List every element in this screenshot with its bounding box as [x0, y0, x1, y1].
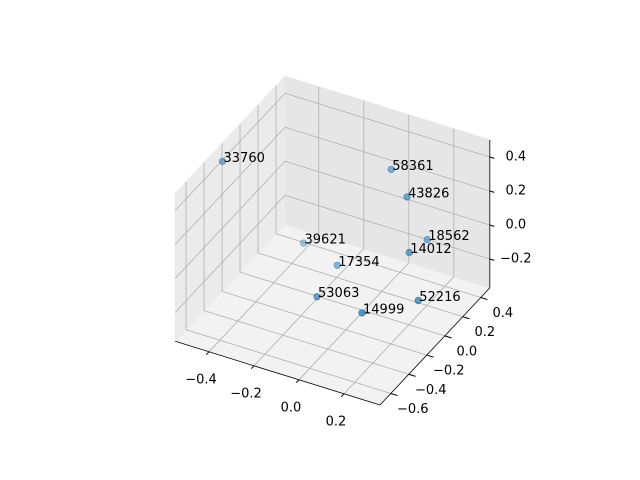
point-label: 17354	[338, 255, 379, 270]
grid-line	[284, 92, 490, 158]
grid-line	[298, 262, 410, 381]
point-label: 58361	[392, 159, 433, 174]
grid-line	[174, 161, 286, 279]
tick-mark	[340, 393, 345, 398]
tick-mark	[462, 316, 470, 320]
tick-mark	[250, 365, 255, 370]
tick-label: −0.2	[230, 386, 262, 401]
tick-mark	[489, 258, 495, 261]
tick-mark	[480, 297, 488, 301]
point-label: 39621	[305, 233, 346, 248]
grid-line	[239, 271, 445, 337]
grid-line	[208, 234, 320, 353]
tick-label: 0.2	[326, 414, 347, 429]
point	[387, 165, 395, 174]
grid-line	[275, 233, 481, 298]
point	[403, 193, 411, 201]
point-label: 14999	[363, 302, 404, 317]
tick-label: 0.0	[281, 400, 302, 415]
grid-line	[174, 93, 286, 211]
point-label: 14012	[410, 242, 451, 257]
grid-line	[257, 252, 463, 318]
tick-label: −0.4	[185, 372, 217, 387]
point	[405, 248, 413, 257]
tick-mark	[205, 351, 210, 356]
tick-mark	[426, 354, 434, 358]
tick-label: −0.4	[415, 383, 447, 398]
axis-line	[379, 287, 491, 406]
point	[414, 296, 422, 305]
point	[423, 235, 431, 244]
point-label: 18562	[428, 229, 469, 244]
point-label: 53063	[318, 286, 359, 301]
tick-mark	[489, 224, 495, 227]
tick-mark	[444, 335, 452, 339]
tick-label: 0.4	[492, 306, 513, 321]
tick-label: 0.2	[474, 325, 495, 340]
tick-label: 0.2	[505, 183, 526, 198]
tick-label: −0.2	[500, 251, 532, 266]
tick-label: 0.0	[456, 344, 477, 359]
tick-mark	[489, 156, 495, 159]
grid-line	[185, 329, 391, 394]
point-label: 33760	[224, 151, 265, 166]
tick-mark	[408, 373, 416, 377]
tick-label: −0.6	[397, 402, 429, 417]
point	[333, 261, 341, 269]
tick-mark	[295, 379, 300, 384]
grid-line	[174, 195, 286, 313]
tick-mark	[390, 393, 398, 397]
grid-line	[174, 127, 286, 245]
tick-label: −0.2	[433, 364, 465, 379]
tick-mark	[489, 190, 495, 193]
point	[299, 239, 308, 247]
point	[313, 293, 321, 301]
grid-line	[284, 194, 490, 260]
tick-label: 0.4	[505, 149, 526, 164]
grid-line	[284, 126, 490, 192]
grid-line	[284, 160, 490, 226]
grid-line	[203, 310, 409, 375]
grid-line	[253, 248, 365, 367]
grid-line	[343, 276, 455, 395]
point-label: 43826	[408, 186, 449, 201]
point	[358, 309, 366, 317]
grid-line	[221, 290, 427, 356]
point-label: 52216	[419, 290, 460, 305]
point	[218, 157, 227, 166]
axis-line	[175, 340, 381, 406]
tick-label: 0.0	[505, 217, 526, 232]
